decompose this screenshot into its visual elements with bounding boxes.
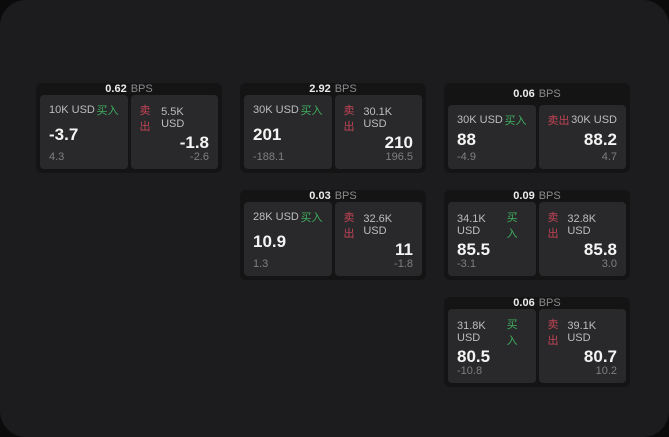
buy-tile[interactable]: 10K USD 买入 -3.7 4.3 (40, 95, 128, 169)
buy-tile[interactable]: 34.1K USD 买入 85.5 -3.1 (448, 202, 536, 276)
sell-delta: 4.7 (601, 151, 617, 163)
buy-price: 10.9 (253, 232, 287, 251)
bps-unit: BPS (334, 83, 357, 95)
bps-value: 0.06 (513, 297, 535, 309)
buy-price: -3.7 (49, 125, 79, 144)
sell-price: 88.2 (583, 130, 617, 149)
buy-price: 80.5 (457, 347, 491, 366)
bps-unit: BPS (538, 190, 561, 202)
buy-amount: 10K USD (49, 104, 95, 116)
sell-label: 卖出 (547, 319, 559, 347)
sell-tile[interactable]: 卖出 30K USD 88.2 4.7 (538, 105, 626, 169)
sell-amount: 30K USD (571, 114, 617, 126)
sell-tile[interactable]: 卖出 5.5K USD -1.8 -2.6 (130, 95, 218, 169)
bps-value: 0.09 (513, 190, 535, 202)
sell-amount: 32.6K USD (363, 213, 393, 237)
sell-amount: 30.1K USD (363, 106, 393, 130)
buy-delta: 1.3 (253, 258, 269, 270)
bps-header: 0.03 BPS (240, 190, 426, 202)
buy-delta: -4.9 (457, 151, 476, 163)
buy-price: 85.5 (457, 240, 491, 259)
buy-delta: -3.1 (457, 258, 476, 270)
bps-value: 0.62 (105, 83, 127, 95)
buy-amount: 30K USD (253, 104, 299, 116)
sell-tile[interactable]: 卖出 39.1K USD 80.7 10.2 (538, 309, 626, 383)
bps-header: 0.62 BPS (36, 83, 222, 95)
buy-price: 88 (457, 130, 476, 149)
sell-price: 85.8 (583, 240, 617, 259)
sell-label: 卖出 (547, 115, 570, 127)
bps-unit: BPS (538, 297, 561, 309)
buy-amount: 28K USD (253, 211, 299, 223)
sell-label: 卖出 (547, 212, 559, 240)
bps-value: 0.06 (513, 88, 535, 100)
sell-price: 80.7 (583, 347, 617, 366)
bps-header: 0.06 BPS (444, 297, 630, 309)
sell-tile[interactable]: 卖出 32.6K USD 11 -1.8 (334, 202, 422, 276)
buy-tile[interactable]: 28K USD 买入 10.9 1.3 (244, 202, 332, 276)
sell-label: 卖出 (139, 105, 151, 133)
sell-amount: 32.8K USD (567, 213, 597, 237)
quote-card-4: 0.03 BPS 28K USD 买入 10.9 1.3 卖出 32.6K US… (240, 190, 426, 280)
bps-value: 2.92 (309, 83, 331, 95)
buy-label: 买入 (506, 212, 518, 240)
quote-card-1: 0.62 BPS 10K USD 买入 -3.7 4.3 卖出 5.5K USD… (36, 83, 222, 173)
bps-unit: BPS (334, 190, 357, 202)
bps-value: 0.03 (309, 190, 331, 202)
sell-tile[interactable]: 卖出 30.1K USD 210 196.5 (334, 95, 422, 169)
quote-card-2: 2.92 BPS 30K USD 买入 201 -188.1 卖出 30.1K … (240, 83, 426, 173)
sell-delta: -2.6 (190, 151, 209, 163)
buy-delta: -188.1 (253, 151, 285, 163)
buy-delta: -10.8 (457, 365, 483, 377)
sell-amount: 39.1K USD (567, 320, 597, 344)
buy-label: 买入 (300, 105, 323, 117)
sell-label: 卖出 (343, 105, 355, 133)
buy-tile[interactable]: 30K USD 买入 88 -4.9 (448, 105, 536, 169)
sell-label: 卖出 (343, 212, 355, 240)
buy-label: 买入 (506, 319, 518, 347)
buy-tile[interactable]: 30K USD 买入 201 -188.1 (244, 95, 332, 169)
bps-unit: BPS (538, 88, 561, 100)
buy-price: 201 (253, 125, 282, 144)
quote-card-6: 0.06 BPS 31.8K USD 买入 80.5 -10.8 卖出 39.1… (444, 297, 630, 387)
buy-label: 买入 (504, 115, 527, 127)
sell-delta: -1.8 (394, 258, 413, 270)
sell-delta: 10.2 (595, 365, 617, 377)
bps-unit: BPS (130, 83, 153, 95)
buy-delta: 4.3 (49, 151, 65, 163)
sell-delta: 3.0 (601, 258, 617, 270)
buy-label: 买入 (96, 105, 119, 117)
bps-header: 0.09 BPS (444, 190, 630, 202)
quote-card-5: 0.09 BPS 34.1K USD 买入 85.5 -3.1 卖出 32.8K… (444, 190, 630, 280)
sell-tile[interactable]: 卖出 32.8K USD 85.8 3.0 (538, 202, 626, 276)
buy-label: 买入 (300, 212, 323, 224)
buy-amount: 30K USD (457, 114, 503, 126)
buy-amount: 34.1K USD (457, 213, 486, 237)
buy-tile[interactable]: 31.8K USD 买入 80.5 -10.8 (448, 309, 536, 383)
bps-header: 2.92 BPS (240, 83, 426, 95)
sell-price: -1.8 (179, 133, 209, 152)
bps-header: 0.06 BPS (444, 83, 630, 105)
sell-delta: 196.5 (385, 151, 413, 163)
sell-price: 11 (395, 240, 413, 259)
sell-price: 210 (384, 133, 413, 152)
buy-amount: 31.8K USD (457, 320, 486, 344)
sell-amount: 5.5K USD (161, 106, 185, 130)
quote-card-3: 0.06 BPS 30K USD 买入 88 -4.9 卖出 30K USD 8… (444, 83, 630, 173)
